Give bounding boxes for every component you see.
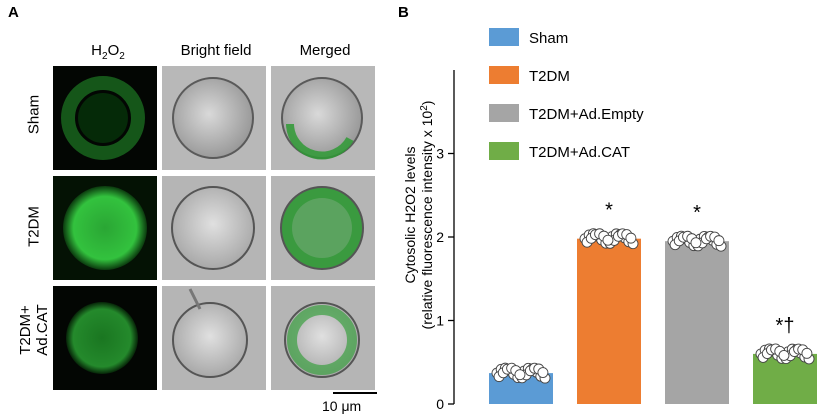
row-label-sham: Sham: [25, 94, 43, 135]
data-point: [602, 234, 614, 246]
micrograph-t2dm-bright-field: [162, 176, 266, 280]
micrograph-t2dm-merged: [271, 176, 375, 280]
data-point: [801, 347, 813, 359]
y-tick-label: 2: [436, 229, 444, 245]
y-axis-label-line2-end: ): [419, 101, 435, 106]
bars: [489, 238, 817, 404]
row-label-t2dm: T2DM: [25, 206, 43, 247]
y-tick-label: 1: [436, 313, 444, 329]
micrograph-sham-bright-field: [162, 66, 266, 170]
micrograph-t2dm-ad-cat-h2o2: [53, 286, 157, 390]
data-point: [690, 237, 702, 249]
y-axis-label-line1: Cytosolic H2O2 levels: [402, 147, 418, 284]
y-axis-label: Cytosolic H2O2 levels (relative fluoresc…: [402, 101, 435, 330]
legend-swatch-1: [489, 66, 519, 84]
y-tick-label: 0: [436, 396, 444, 412]
micrograph-sham-h2o2: [53, 66, 157, 170]
column-header-h2o2: H2O2: [91, 42, 125, 62]
y-axis-label-line2: (relative fluorescence intensity x 10: [419, 111, 435, 330]
legend-swatch-3: [489, 142, 519, 160]
svg-text:Cytosolic H2O2 levels: Cytosolic H2O2 levels: [402, 147, 418, 284]
legend: Sham T2DM T2DM+Ad.Empty T2DM+Ad.CAT: [489, 28, 644, 161]
y-axis: 0 1 2 3: [436, 70, 455, 412]
legend-label-3: T2DM+Ad.CAT: [529, 144, 630, 161]
data-points: [491, 228, 815, 384]
data-point: [713, 235, 725, 247]
legend-label-0: Sham: [529, 30, 568, 47]
panel-b-letter: B: [398, 4, 409, 21]
bar-2: [665, 241, 729, 404]
row-label-t2dm-ad-cat: T2DM+ Ad.CAT: [17, 304, 51, 356]
legend-swatch-0: [489, 28, 519, 46]
data-point: [514, 369, 526, 381]
data-point: [778, 349, 790, 361]
micrograph-sham-merged: [271, 66, 375, 170]
micrograph-t2dm-ad-cat-bright-field: [162, 286, 266, 390]
column-header-merged: Merged: [299, 42, 351, 59]
panel-a-letter: A: [8, 4, 19, 21]
annotation-2: *: [693, 202, 701, 224]
column-header-bright-field: Bright field: [180, 42, 252, 59]
bar-1: [577, 238, 641, 404]
significance-annotations: * * *†: [605, 200, 794, 337]
y-tick-label: 3: [436, 146, 444, 162]
scale-bar-label: 10 μm: [322, 398, 362, 414]
annotation-3: *†: [776, 315, 795, 337]
svg-text:(relative fluorescence intensi: (relative fluorescence intensity x 102): [419, 101, 435, 330]
annotation-1: *: [605, 200, 613, 222]
micrograph-t2dm-h2o2: [53, 176, 157, 280]
legend-label-2: T2DM+Ad.Empty: [529, 106, 644, 123]
scale-bar: [333, 392, 377, 394]
data-point: [625, 232, 637, 244]
legend-swatch-2: [489, 104, 519, 122]
bar-chart: Cytosolic H2O2 levels (relative fluoresc…: [402, 28, 817, 412]
micrograph-grid: [53, 66, 375, 390]
y-axis-label-superscript: 2: [419, 105, 430, 111]
legend-label-1: T2DM: [529, 68, 570, 85]
data-point: [537, 367, 549, 379]
micrograph-t2dm-ad-cat-merged: [271, 286, 375, 390]
